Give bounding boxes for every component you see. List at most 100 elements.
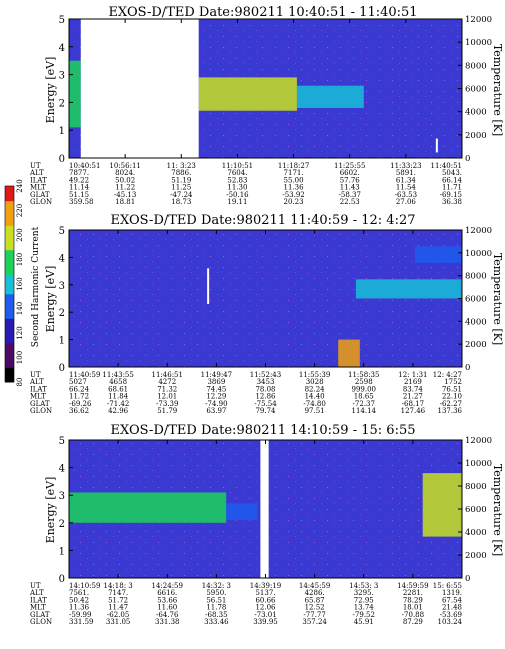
- aux-row-value: -68.17: [402, 400, 424, 408]
- y2-tick-label: 2000: [465, 551, 487, 561]
- colorbar-swatch: [5, 254, 14, 260]
- aux-row-value: 5950.: [206, 589, 226, 597]
- aux-row-value: 11.43: [340, 184, 360, 192]
- aux-row-value: 51.79: [157, 407, 177, 415]
- colorbar-swatch: [5, 259, 14, 265]
- aux-row-value: 3028: [306, 378, 324, 386]
- colorbar-tick-label: 180: [16, 253, 24, 266]
- aux-row-value: 50.02: [115, 176, 135, 184]
- aux-row-value: 11:40:51: [431, 162, 462, 170]
- aux-row-value: 6602.: [340, 169, 360, 177]
- aux-row-value: -53.69: [440, 611, 462, 619]
- aux-row-value: 78.29: [403, 596, 423, 604]
- aux-row-value: -53.92: [282, 191, 304, 199]
- aux-row-value: 331.59: [69, 618, 94, 626]
- colorbar-tick-label: 240: [16, 179, 24, 192]
- aux-row-value: 11.36: [284, 184, 305, 192]
- aux-row-value: 65.87: [305, 596, 325, 604]
- aux-row-value: 11:55:39: [299, 371, 330, 379]
- aux-row-name: UT: [30, 162, 41, 170]
- aux-row-value: -74.90: [205, 400, 227, 408]
- aux-row-value: 11:58:35: [348, 371, 379, 379]
- y2-tick-label: 6000: [465, 85, 487, 95]
- aux-row-value: 7147.: [108, 589, 128, 597]
- colorbar-swatches: [4, 185, 15, 383]
- aux-row-value: 357.24: [302, 618, 327, 626]
- aux-row-value: 10:56:11: [109, 162, 140, 170]
- y2-tick-label: 2000: [465, 340, 487, 350]
- intensity-band-2: [226, 503, 258, 521]
- aux-row-value: -77.77: [303, 611, 325, 619]
- colorbar-swatch: [5, 323, 14, 329]
- colorbar-swatch: [5, 264, 14, 270]
- aux-row-value: 63.97: [206, 407, 226, 415]
- y-tick-label: 0: [59, 363, 65, 374]
- aux-row-value: 11:18:27: [278, 162, 309, 170]
- colorbar-swatch: [5, 333, 14, 339]
- aux-row-value: 14:18: 3: [104, 582, 133, 590]
- colorbar-swatch: [5, 352, 14, 358]
- aux-row-value: 7561.: [69, 589, 89, 597]
- aux-row-value: 11.54: [396, 184, 417, 192]
- aux-row-value: 74.45: [206, 385, 226, 393]
- aux-row-value: 12.06: [255, 604, 276, 612]
- aux-row-value: -69.26: [69, 400, 92, 408]
- aux-row-value: -63.53: [395, 191, 417, 199]
- colorbar-swatch: [5, 239, 14, 246]
- colorbar-tick-label: 100: [16, 351, 24, 364]
- aux-row-value: 5137.: [255, 589, 275, 597]
- intensity-band-2: [355, 279, 462, 299]
- aux-row-value: 11:10:51: [222, 162, 253, 170]
- aux-row-value: 22.53: [340, 198, 360, 206]
- y-tick-label: 1: [59, 546, 65, 557]
- aux-row-value: -45.13: [114, 191, 136, 199]
- aux-row-value: 11.78: [206, 604, 226, 612]
- aux-row-value: 56.51: [206, 596, 226, 604]
- aux-row-value: -79.52: [353, 611, 375, 619]
- y-tick-label: 5: [59, 436, 65, 447]
- intensity-band-3: [414, 246, 462, 263]
- aux-row-value: 71.32: [157, 385, 177, 393]
- aux-row-value: 11:49:47: [201, 371, 232, 379]
- aux-row-value: 7171.: [284, 169, 304, 177]
- colorbar-swatch: [5, 244, 14, 251]
- aux-row-value: 11.72: [69, 393, 89, 401]
- aux-row-value: 12.86: [255, 393, 276, 401]
- colorbar-swatch: [5, 372, 14, 378]
- aux-row-value: 36.38: [442, 198, 462, 206]
- panel-3-title: EXOS-D/TED Date:980211 14:10:59 - 15: 6:…: [111, 423, 416, 438]
- aux-row-value: 57.76: [340, 176, 361, 184]
- aux-row-value: 66.14: [442, 176, 463, 184]
- aux-row-value: 18.01: [403, 604, 423, 612]
- aux-row-value: 14:53: 3: [349, 582, 378, 590]
- colorbar: 80 100 120 140 160 180 200 220 240 Second Harmon…: [4, 179, 41, 387]
- aux-row-value: 12.01: [157, 393, 177, 401]
- aux-row-value: 4658: [109, 378, 127, 386]
- aux-row-value: 42.96: [108, 407, 129, 415]
- aux-row-value: -75.54: [254, 400, 277, 408]
- colorbar-tick-label: 80: [16, 378, 24, 387]
- y-tick-label: 2: [59, 98, 65, 109]
- panel-2-y-axis-label: Energy [eV]: [44, 266, 57, 333]
- y2-tick-label: 10000: [465, 459, 492, 469]
- intensity-band-1: [69, 60, 81, 128]
- colorbar-swatch: [5, 230, 14, 236]
- y-tick-label: 4: [59, 464, 65, 475]
- colorbar-swatch: [5, 225, 14, 231]
- aux-row-name: UT: [30, 582, 41, 590]
- colorbar-swatch: [5, 284, 14, 290]
- intensity-band-3: [422, 473, 462, 537]
- aux-row-value: -64.76: [156, 611, 179, 619]
- aux-row-value: 76.51: [442, 385, 462, 393]
- colorbar-swatch: [5, 249, 14, 256]
- panel-2-y2-axis-label: Temperature [K]: [491, 253, 504, 345]
- colorbar-swatch: [5, 293, 14, 300]
- y-tick-label: 0: [59, 154, 65, 165]
- aux-row-name: MLT: [30, 393, 46, 401]
- y2-tick-label: 12000: [465, 436, 492, 446]
- aux-row-name: ILAT: [30, 176, 47, 184]
- y2-tick-label: 8000: [465, 272, 487, 282]
- aux-row-value: 11.36: [69, 604, 90, 612]
- aux-row-value: 14:59:59: [397, 582, 428, 590]
